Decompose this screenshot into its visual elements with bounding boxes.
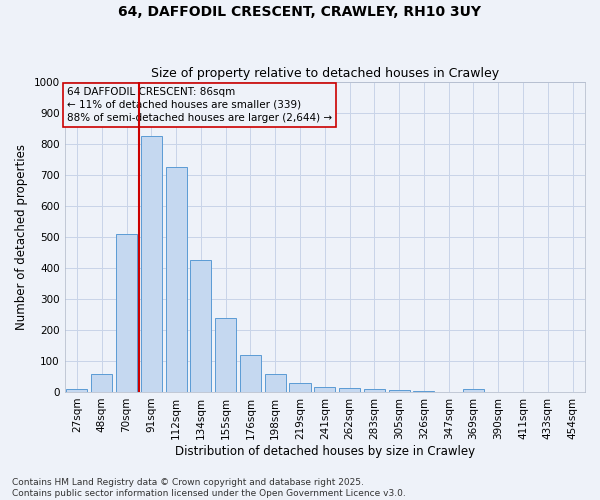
Bar (166, 168, 187, 392)
Text: 64, DAFFODIL CRESCENT, CRAWLEY, RH10 3UY: 64, DAFFODIL CRESCENT, CRAWLEY, RH10 3UY (119, 5, 482, 19)
Bar (364, 389, 385, 392)
Bar (413, 391, 434, 392)
Bar (190, 260, 211, 392)
Bar (67, 389, 88, 392)
X-axis label: Distribution of detached houses by size in Crawley: Distribution of detached houses by size … (175, 444, 475, 458)
Bar (339, 388, 360, 392)
Bar (289, 382, 311, 392)
Bar (91, 374, 112, 392)
Text: Contains HM Land Registry data © Crown copyright and database right 2025.
Contai: Contains HM Land Registry data © Crown c… (12, 478, 406, 498)
Text: 64 DAFFODIL CRESCENT: 86sqm
← 11% of detached houses are smaller (339)
88% of se: 64 DAFFODIL CRESCENT: 86sqm ← 11% of det… (67, 86, 332, 123)
Bar (265, 374, 286, 392)
Title: Size of property relative to detached houses in Crawley: Size of property relative to detached ho… (151, 66, 499, 80)
Bar (141, 136, 162, 392)
Bar (463, 390, 484, 392)
Bar (116, 234, 137, 392)
Bar (215, 318, 236, 392)
Bar (314, 388, 335, 392)
Bar (389, 390, 410, 392)
Bar (240, 356, 261, 392)
Y-axis label: Number of detached properties: Number of detached properties (15, 144, 28, 330)
